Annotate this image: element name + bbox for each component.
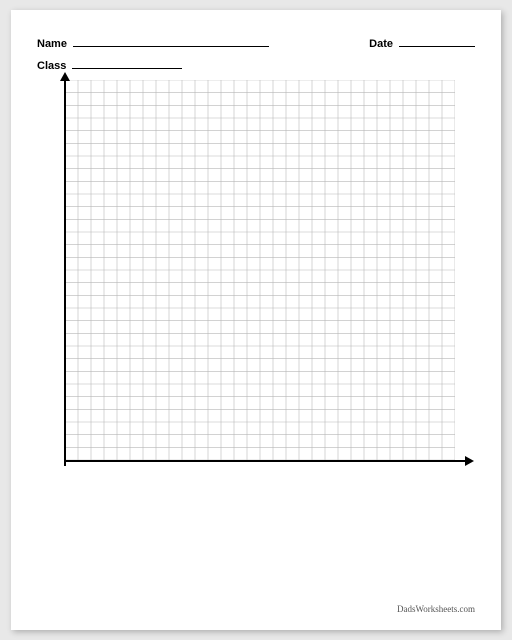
date-underline[interactable] (399, 46, 475, 47)
x-axis-arrow-icon (465, 456, 474, 466)
grid-svg (65, 80, 455, 460)
date-field-group: Date (369, 38, 475, 50)
y-axis-arrow-icon (60, 72, 70, 81)
watermark-text: DadsWorksheets.com (397, 604, 475, 614)
x-axis-line (64, 460, 468, 462)
name-label: Name (37, 38, 67, 50)
header-row-1: Name Date (37, 38, 475, 50)
header-row-2: Class (37, 60, 475, 72)
name-field-group: Name (37, 38, 269, 50)
worksheet-page: Name Date Class DadsWorksheets.com (11, 10, 501, 630)
y-axis-line (64, 74, 66, 466)
class-underline[interactable] (72, 68, 182, 69)
class-label: Class (37, 60, 66, 72)
coordinate-plane (47, 80, 467, 478)
grid-area (65, 80, 455, 460)
name-underline[interactable] (73, 46, 269, 47)
date-label: Date (369, 38, 393, 50)
